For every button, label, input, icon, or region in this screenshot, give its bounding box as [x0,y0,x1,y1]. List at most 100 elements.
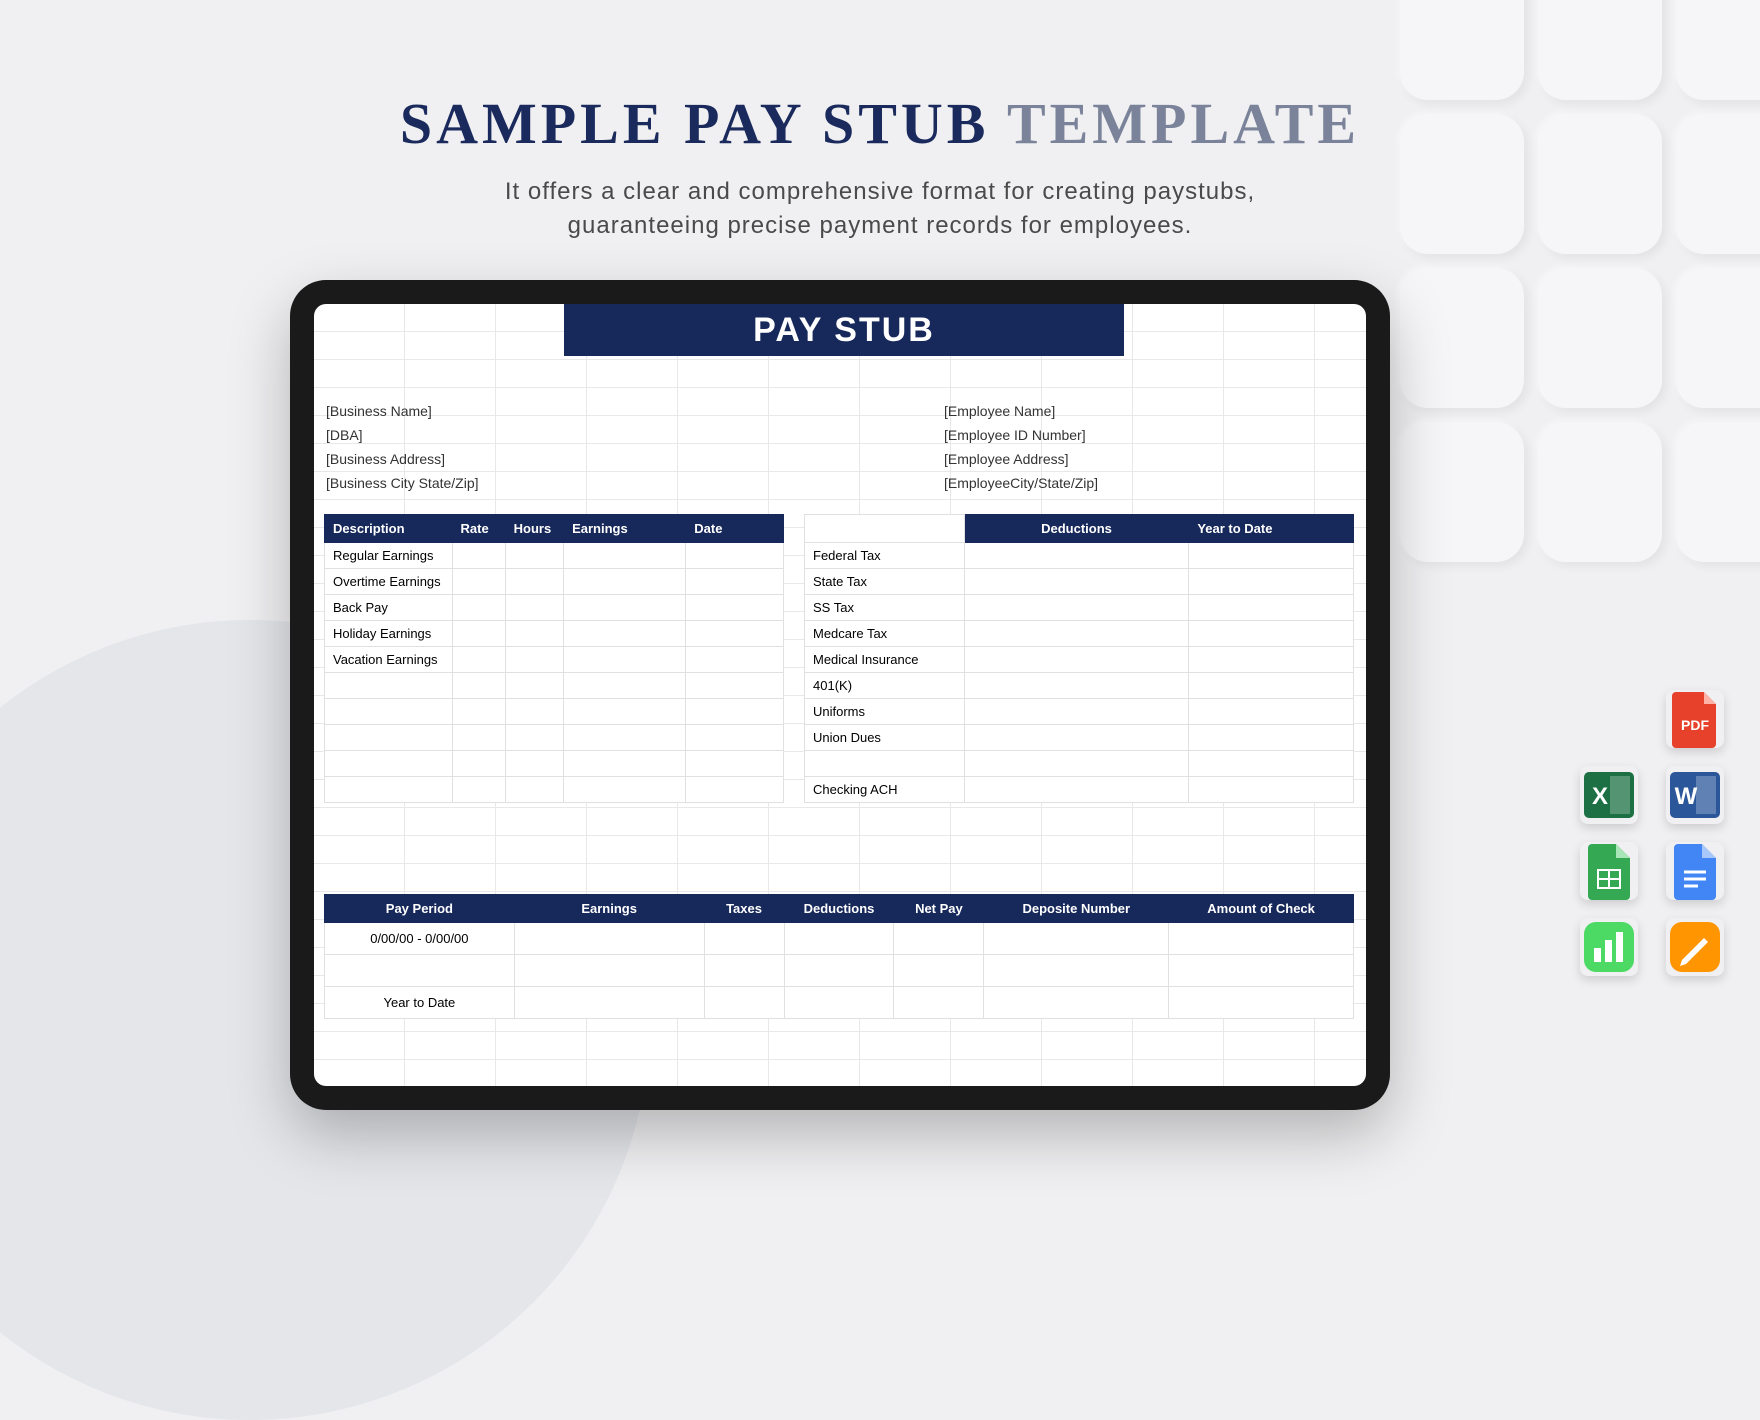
table-row [325,751,784,777]
table-row: Vacation Earnings [325,647,784,673]
table-row: Checking ACH [805,777,1354,803]
column-header: Rate [452,515,505,543]
svg-text:PDF: PDF [1681,717,1709,733]
tablet-screen: PAY STUB [Business Name] [DBA] [Business… [314,304,1366,1086]
docs-icon[interactable] [1666,842,1724,900]
column-header: Earnings [514,895,704,923]
svg-text:X: X [1592,783,1608,810]
table-cell [564,725,686,751]
column-header: Description [325,515,453,543]
table-cell [514,955,704,987]
table-cell: Holiday Earnings [325,621,453,647]
table-cell [784,955,894,987]
title-part1: SAMPLE PAY STUB [400,91,990,156]
table-cell [452,621,505,647]
column-header: Amount of Check [1169,895,1354,923]
table-cell [1169,955,1354,987]
table-cell [564,621,686,647]
deductions-table: DeductionsYear to Date Federal TaxState … [804,514,1354,803]
table-cell: Overtime Earnings [325,569,453,595]
table-cell [1169,987,1354,1019]
table-cell [964,569,1189,595]
sheets-icon[interactable] [1580,842,1638,900]
excel-icon[interactable]: X [1580,766,1638,824]
table-cell [325,751,453,777]
table-cell [984,923,1169,955]
table-cell [964,543,1189,569]
table-cell [564,673,686,699]
business-address: [Business Address] [326,447,479,471]
title-part2: TEMPLATE [1007,91,1360,156]
employee-citystatezip: [EmployeeCity/State/Zip] [944,471,1098,495]
table-cell [325,699,453,725]
table-row: SS Tax [805,595,1354,621]
pages-icon[interactable] [1666,918,1724,976]
table-row [325,699,784,725]
table-cell [1189,777,1354,803]
table-row [325,673,784,699]
table-row [325,725,784,751]
table-cell [505,647,563,673]
table-cell: Medcare Tax [805,621,965,647]
table-row: 0/00/00 - 0/00/00 [325,923,1354,955]
table-cell [964,647,1189,673]
column-header: Earnings [564,515,686,543]
table-cell [1189,725,1354,751]
table-cell: Federal Tax [805,543,965,569]
table-cell: Union Dues [805,725,965,751]
table-cell [686,751,784,777]
column-header: Year to Date [1189,515,1354,543]
column-header: Taxes [704,895,784,923]
table-cell [452,699,505,725]
table-cell [325,955,515,987]
table-row: 401(K) [805,673,1354,699]
column-header: Pay Period [325,895,515,923]
employee-info: [Employee Name] [Employee ID Number] [Em… [944,399,1098,495]
table-cell: 401(K) [805,673,965,699]
table-cell [505,595,563,621]
table-cell: Medical Insurance [805,647,965,673]
word-icon[interactable]: W [1666,766,1724,824]
table-cell [704,987,784,1019]
numbers-icon[interactable] [1580,918,1638,976]
table-cell [894,955,984,987]
business-dba: [DBA] [326,423,479,447]
table-row: Regular Earnings [325,543,784,569]
table-cell [505,543,563,569]
table-cell [686,777,784,803]
table-cell [505,777,563,803]
table-cell [564,543,686,569]
table-cell [505,569,563,595]
table-cell [964,751,1189,777]
decorative-squares [1400,0,1760,660]
table-cell [514,923,704,955]
table-cell [686,699,784,725]
table-cell: 0/00/00 - 0/00/00 [325,923,515,955]
table-cell: Year to Date [325,987,515,1019]
table-cell [964,621,1189,647]
table-cell [1189,751,1354,777]
table-cell [564,569,686,595]
business-citystatezip: [Business City State/Zip] [326,471,479,495]
table-cell [894,923,984,955]
column-header: Net Pay [894,895,984,923]
table-cell [564,751,686,777]
table-cell: SS Tax [805,595,965,621]
table-row: Uniforms [805,699,1354,725]
table-cell [452,777,505,803]
svg-text:W: W [1675,783,1698,810]
business-name: [Business Name] [326,399,479,423]
table-row [325,777,784,803]
table-row: Back Pay [325,595,784,621]
table-cell: Vacation Earnings [325,647,453,673]
table-cell: State Tax [805,569,965,595]
table-cell [1189,673,1354,699]
table-cell [1169,923,1354,955]
column-header: Deposite Number [984,895,1169,923]
column-header: Date [686,515,784,543]
table-cell [564,699,686,725]
pdf-icon[interactable]: PDF [1666,690,1724,748]
table-cell [564,647,686,673]
file-format-icons: PDF X W [1580,690,1730,976]
table-cell [686,621,784,647]
